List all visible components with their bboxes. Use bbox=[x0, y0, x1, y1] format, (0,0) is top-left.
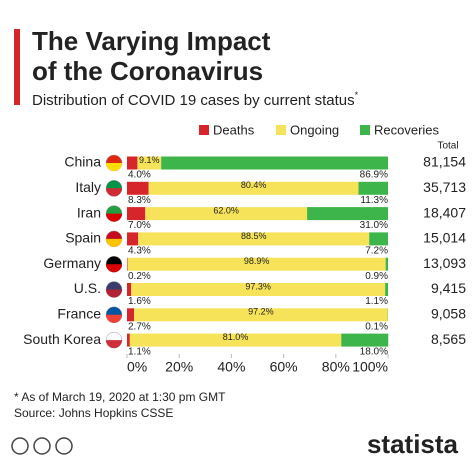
category-label: U.S. bbox=[74, 280, 101, 296]
legend-label: Recoveries bbox=[374, 122, 440, 137]
value-label: 97.3% bbox=[245, 281, 271, 291]
total-value: 35,713 bbox=[423, 179, 466, 195]
subtitle-text: Distribution of COVID 19 cases by curren… bbox=[32, 92, 355, 109]
value-label: 1.6% bbox=[128, 296, 151, 307]
value-label: 88.5% bbox=[241, 231, 267, 241]
value-label: 81.0% bbox=[223, 332, 249, 342]
bar-segment bbox=[307, 207, 388, 221]
category-label: France bbox=[57, 306, 101, 322]
flag bbox=[106, 289, 122, 298]
bar-segment bbox=[127, 181, 149, 195]
chart-title: of the Coronavirus bbox=[32, 56, 263, 86]
category-label: Italy bbox=[75, 179, 101, 195]
value-label: 0.2% bbox=[128, 271, 151, 282]
value-label: 0.9% bbox=[365, 271, 388, 282]
bar-segment bbox=[385, 257, 388, 271]
value-label: 98.9% bbox=[244, 256, 270, 266]
value-label: 2.7% bbox=[128, 321, 151, 332]
bar-segment bbox=[145, 207, 308, 221]
value-label: 1.1% bbox=[128, 347, 151, 358]
bar-segment bbox=[131, 283, 386, 296]
bar-segment bbox=[161, 156, 388, 170]
value-label: 4.3% bbox=[128, 246, 151, 257]
value-label: 80.4% bbox=[241, 180, 267, 190]
source: Source: Johns Hopkins CSSE bbox=[14, 406, 173, 420]
flag bbox=[106, 314, 122, 323]
bar-segment bbox=[134, 308, 388, 322]
bar-segment bbox=[138, 232, 370, 246]
total-value: 15,014 bbox=[423, 230, 466, 246]
category-label: Spain bbox=[65, 230, 101, 246]
bar-segment bbox=[127, 257, 386, 271]
bar-segment bbox=[137, 156, 162, 170]
legend-label: Deaths bbox=[213, 122, 255, 137]
bar-segment bbox=[341, 333, 389, 347]
value-label: 97.2% bbox=[248, 307, 274, 317]
bar-segment bbox=[369, 232, 388, 246]
legend-label: Ongoing bbox=[290, 122, 339, 137]
flag bbox=[106, 188, 122, 197]
bar-segment bbox=[127, 333, 130, 347]
value-label: 62.0% bbox=[213, 205, 239, 215]
value-label: 31.0% bbox=[360, 220, 388, 231]
legend-swatch bbox=[199, 125, 209, 135]
license-icons bbox=[11, 437, 73, 455]
total-value: 9,415 bbox=[431, 280, 466, 296]
bar-segment bbox=[127, 156, 138, 170]
total-value: 9,058 bbox=[431, 306, 466, 322]
bar-segment bbox=[127, 207, 146, 221]
value-label: 1.1% bbox=[365, 296, 388, 307]
note: * As of March 19, 2020 at 1:30 pm GMT bbox=[14, 390, 226, 404]
bar-segment bbox=[129, 333, 342, 347]
x-tick-label: 0% bbox=[127, 359, 147, 375]
total-value: 18,407 bbox=[423, 204, 466, 220]
total-value: 13,093 bbox=[423, 255, 466, 271]
total-value: 8,565 bbox=[431, 331, 466, 347]
legend-swatch bbox=[360, 125, 370, 135]
flag bbox=[106, 238, 122, 247]
legend-swatch bbox=[276, 125, 286, 135]
value-label: 7.0% bbox=[128, 220, 151, 231]
x-tick-label: 100% bbox=[352, 359, 388, 375]
chart-title: The Varying Impact bbox=[32, 26, 271, 56]
x-tick-label: 40% bbox=[217, 359, 245, 375]
flag bbox=[106, 264, 122, 273]
x-tick-label: 20% bbox=[165, 359, 193, 375]
flag bbox=[106, 340, 122, 349]
total-value: 81,154 bbox=[423, 154, 466, 170]
category-label: China bbox=[64, 154, 101, 170]
category-label: Iran bbox=[77, 204, 101, 220]
icon bbox=[11, 437, 29, 455]
bar-segment bbox=[127, 308, 135, 322]
bar-segment bbox=[127, 283, 132, 296]
icon bbox=[33, 437, 51, 455]
value-label: 11.3% bbox=[360, 195, 388, 206]
brand-logo: statista bbox=[367, 429, 459, 459]
bar-segment bbox=[385, 283, 388, 296]
value-label: 86.9% bbox=[360, 170, 388, 181]
bar-segment bbox=[127, 232, 139, 246]
x-tick-label: 80% bbox=[322, 359, 350, 375]
value-label: 9.1% bbox=[139, 155, 160, 165]
bar-segment bbox=[148, 181, 359, 195]
category-label: South Korea bbox=[23, 331, 101, 347]
flag bbox=[106, 163, 122, 171]
subtitle: Distribution of COVID 19 cases by curren… bbox=[32, 90, 359, 109]
value-label: 4.0% bbox=[128, 170, 151, 181]
flag bbox=[106, 213, 122, 222]
value-label: 18.0% bbox=[360, 347, 388, 358]
subtitle-marker: * bbox=[355, 90, 359, 100]
bar-segment bbox=[358, 181, 388, 195]
value-label: 0.1% bbox=[365, 321, 388, 332]
totals-header: Total bbox=[437, 141, 458, 152]
value-label: 7.2% bbox=[365, 246, 388, 257]
title-accent bbox=[14, 29, 20, 105]
category-label: Germany bbox=[43, 255, 101, 271]
icon bbox=[55, 437, 73, 455]
value-label: 8.3% bbox=[128, 195, 151, 206]
bar-segment bbox=[127, 257, 128, 271]
x-tick-label: 60% bbox=[270, 359, 298, 375]
